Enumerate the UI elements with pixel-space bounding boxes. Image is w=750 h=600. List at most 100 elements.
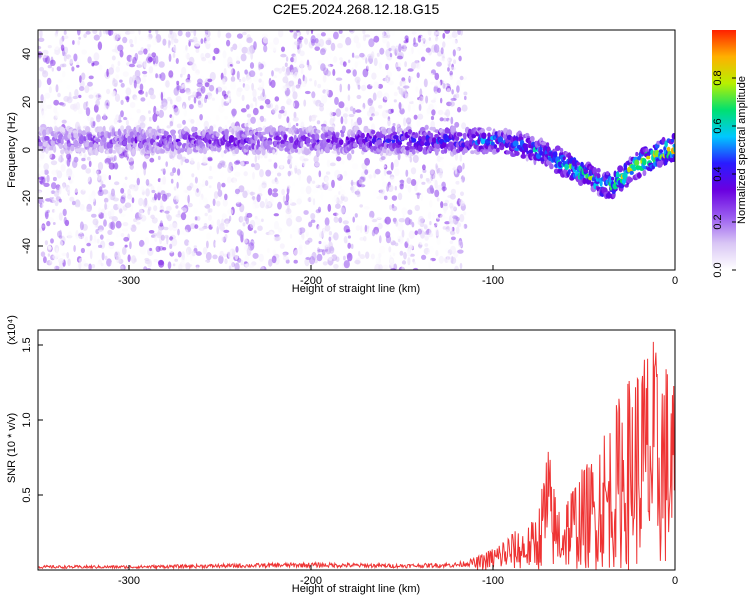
heatmap-noise-cell [401,260,407,265]
heatmap-noise-cell [449,240,454,244]
heatmap-noise-cell [193,208,198,213]
heatmap-noise-cell [54,43,60,51]
heatmap-noise-cell [457,222,462,228]
heatmap-noise-cell [346,69,351,74]
heatmap-noise-cell [444,221,451,225]
heatmap-signal-cell [392,131,398,136]
heatmap-signal-cell [316,129,321,134]
heatmap-noise-cell [96,114,101,123]
heatmap-noise-cell [342,113,348,118]
heatmap-noise-cell [278,30,284,38]
heatmap-noise-cell [138,197,144,207]
heatmap-noise-cell [316,120,321,125]
heatmap-noise-cell [153,105,157,115]
heatmap-noise-cell [174,258,178,262]
heatmap-noise-cell [259,72,263,77]
heatmap-noise-cell [47,45,52,49]
heatmap-noise-cell [200,38,204,44]
heatmap-noise-cell [393,91,398,97]
heatmap-noise-cell [295,215,302,223]
heatmap-noise-cell [218,255,224,264]
heatmap-noise-cell [442,41,446,48]
heatmap-noise-cell [240,53,247,62]
heatmap-noise-cell [103,197,109,203]
heatmap-noise-cell [352,69,357,77]
heatmap-noise-cell [224,234,228,239]
heatmap-noise-cell [327,187,333,192]
heatmap-noise-cell [454,121,460,128]
heatmap-noise-cell [168,70,174,78]
heatmap-noise-cell [345,36,352,46]
heatmap-signal-cell [414,132,419,139]
heatmap-noise-cell [289,198,293,205]
heatmap-noise-cell [364,169,369,176]
heatmap-noise-cell [449,193,456,200]
heatmap-noise-cell [152,55,156,65]
heatmap-noise-cell [204,261,208,269]
heatmap-noise-cell [208,185,212,189]
heatmap-noise-cell [47,253,51,257]
heatmap-noise-cell [52,35,59,40]
heatmap-noise-cell [99,30,102,38]
heatmap-noise-cell [209,165,213,171]
heatmap-noise-cell [374,223,379,227]
heatmap-noise-cell [459,75,464,81]
heatmap-noise-cell [185,195,188,201]
heatmap-noise-cell [296,198,303,205]
heatmap-noise-cell [173,186,177,191]
heatmap-noise-cell [460,253,465,257]
heatmap-signal-cell [247,140,252,145]
heatmap-signal-cell [642,158,647,166]
heatmap-noise-cell [108,216,114,220]
heatmap-noise-cell [222,50,227,59]
heatmap-noise-cell [171,152,175,161]
heatmap-noise-cell [441,186,447,191]
heatmap-noise-cell [83,153,87,159]
heatmap-noise-cell [187,202,193,208]
heatmap-noise-cell [58,240,64,246]
heatmap-noise-cell [253,230,257,234]
heatmap-noise-cell [197,100,202,105]
heatmap-signal-cell [554,145,561,151]
heatmap-noise-cell [293,71,299,80]
heatmap-noise-cell [424,243,429,247]
heatmap-noise-cell [287,170,291,177]
heatmap-noise-cell [405,38,409,43]
heatmap-noise-cell [310,219,316,223]
heatmap-noise-cell [222,198,228,207]
heatmap-noise-cell [417,228,423,235]
heatmap-noise-cell [389,204,392,210]
heatmap-noise-cell [60,164,66,172]
heatmap-noise-cell [328,246,335,254]
heatmap-noise-cell [154,55,159,65]
heatmap-signal-cell [198,148,204,154]
heatmap-noise-cell [292,224,298,233]
heatmap-noise-cell [151,52,157,58]
heatmap-noise-cell [212,56,216,61]
y-tick-label: -40 [21,238,33,254]
heatmap-noise-cell [262,88,265,98]
heatmap-noise-cell [216,226,219,235]
heatmap-noise-cell [324,217,330,226]
heatmap-noise-cell [386,170,392,175]
heatmap-signal-cell [53,145,57,153]
heatmap-noise-cell [212,124,217,128]
heatmap-noise-cell [336,211,341,219]
heatmap-noise-cell [187,73,191,81]
heatmap-noise-cell [401,207,408,216]
heatmap-noise-cell [172,160,179,166]
snr-x-label: Height of straight line (km) [292,583,420,595]
heatmap-noise-cell [176,123,182,129]
heatmap-noise-cell [373,191,378,196]
heatmap-noise-cell [278,112,282,120]
heatmap-noise-cell [225,32,232,39]
heatmap-noise-cell [89,250,93,260]
heatmap-noise-cell [135,48,139,52]
heatmap-noise-cell [43,256,47,264]
heatmap-noise-cell [398,43,402,53]
heatmap-noise-cell [167,261,172,270]
heatmap-noise-cell [439,117,444,122]
heatmap-noise-cell [58,185,62,195]
heatmap-noise-cell [51,182,57,190]
heatmap-noise-cell [123,236,130,242]
